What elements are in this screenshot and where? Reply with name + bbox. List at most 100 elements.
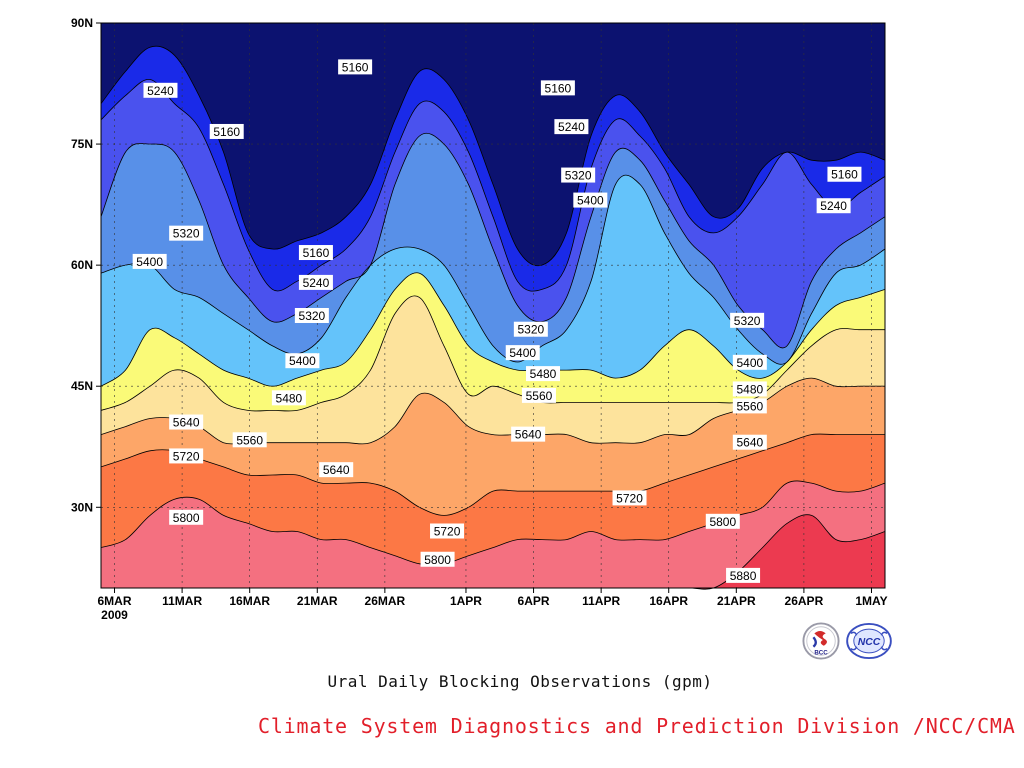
contour-label-5640: 5640 [511, 426, 546, 442]
contour-label-5160: 5160 [540, 80, 575, 96]
contour-label-text: 5560 [736, 399, 763, 413]
contour-label-text: 5800 [173, 511, 200, 525]
contour-label-text: 5320 [565, 169, 592, 183]
y-tick-label: 90N [71, 16, 93, 30]
contour-label-box [143, 82, 178, 98]
contour-label-text: 5720 [434, 525, 461, 539]
contour-label-5720: 5720 [169, 448, 204, 464]
plot-frame [100, 22, 886, 589]
contour-label-box [540, 80, 575, 96]
y-tick-label: 30N [71, 500, 93, 514]
contour-line-5400 [100, 174, 886, 365]
contour-label-box [732, 381, 767, 397]
contour-label-box [294, 307, 329, 323]
contour-label-5640: 5640 [169, 414, 204, 430]
contour-label-text: 5640 [323, 463, 350, 477]
contour-label-box [271, 390, 306, 406]
contour-label-box [573, 192, 608, 208]
contour-label-box [338, 59, 373, 75]
contour-label-text: 5400 [736, 356, 763, 370]
contour-label-box [561, 167, 596, 183]
contour-label-text: 5480 [276, 391, 303, 405]
contour-label-box [521, 387, 556, 403]
contour-fills [101, 23, 885, 590]
contour-label-box [732, 354, 767, 370]
contour-line-5800 [100, 480, 886, 566]
contour-label-text: 5560 [526, 389, 553, 403]
contour-label-box [816, 198, 851, 214]
contour-label-5560: 5560 [521, 387, 556, 403]
x-tick-label: 26MAR [365, 594, 406, 608]
contour-label-text: 5800 [709, 515, 736, 529]
contour-label-5320: 5320 [294, 307, 329, 323]
contour-label-5480: 5480 [271, 390, 306, 406]
contour-label-box [730, 312, 765, 328]
x-tick-label: 16MAR [229, 594, 270, 608]
contour-label-box [169, 509, 204, 525]
contour-label-5400: 5400 [573, 192, 608, 208]
chart-caption: Ural Daily Blocking Observations (gpm) [327, 672, 713, 691]
band-above-5880 [101, 514, 885, 590]
contour-label-5480: 5480 [526, 366, 561, 382]
contour-label-5240: 5240 [554, 119, 589, 135]
contour-label-5160: 5160 [298, 245, 333, 261]
x-tick-label: 21APR [717, 594, 756, 608]
contour-label-5720: 5720 [612, 490, 647, 506]
contour-label-text: 5160 [342, 60, 369, 74]
contour-label-text: 5320 [299, 309, 326, 323]
ncc-logo: NCC [846, 622, 892, 660]
contour-label-text: 5400 [577, 194, 604, 208]
contour-label-5160: 5160 [338, 59, 373, 75]
contour-label-5560: 5560 [232, 432, 267, 448]
contour-label-text: 5320 [173, 227, 200, 241]
contour-label-5640: 5640 [732, 434, 767, 450]
contour-line-5480 [100, 272, 886, 387]
x-tick-label: 1APR [450, 594, 482, 608]
contour-label-box [612, 490, 647, 506]
x-tick-label: 16APR [649, 594, 688, 608]
contour-label-5800: 5800 [420, 551, 455, 567]
contour-label-box [827, 166, 862, 182]
contour-label-box [232, 432, 267, 448]
contour-label-box [298, 245, 333, 261]
x-tick-label: 1MAY [855, 594, 887, 608]
contour-label-5480: 5480 [732, 381, 767, 397]
contour-label-box [726, 567, 761, 583]
contour-label-text: 5560 [236, 433, 263, 447]
contour-label-box [732, 398, 767, 414]
contour-label-5640: 5640 [319, 462, 354, 478]
contour-label-box [319, 462, 354, 478]
x-tick-label: 6APR [518, 594, 550, 608]
contour-label-5800: 5800 [169, 509, 204, 525]
axes: 30N 45N 60N 75N 90N 6MAR 11MAR 16MAR 21MAR 26MAR 1… [71, 16, 888, 622]
contour-label-text: 5160 [831, 168, 858, 182]
contour-label-box [526, 366, 561, 382]
contour-label-text: 5640 [736, 436, 763, 450]
contour-label-box [132, 253, 167, 269]
x-tick-label: 6MAR [98, 594, 132, 608]
contour-label-text: 5240 [303, 276, 330, 290]
contour-label-text: 5240 [147, 84, 174, 98]
contour-label-5320: 5320 [561, 167, 596, 183]
contour-label-5240: 5240 [816, 198, 851, 214]
contour-label-box [513, 321, 548, 337]
contour-label-text: 5320 [734, 314, 761, 328]
contour-label-box [169, 448, 204, 464]
contour-label-5560: 5560 [732, 398, 767, 414]
contour-line-5240 [100, 79, 886, 292]
x-year-label: 2009 [101, 608, 128, 622]
contour-label-5240: 5240 [143, 82, 178, 98]
x-tick-label: 11MAR [162, 594, 202, 608]
bcc-logo: BCC [802, 622, 840, 660]
contour-label-text: 5400 [136, 255, 163, 269]
contour-labels: 5240 5160 5320 5400 5160 5160 5240 5320 5400 5480… [132, 59, 862, 583]
contour-label-5800: 5800 [705, 513, 740, 529]
contour-label-5400: 5400 [505, 345, 540, 361]
contour-label-text: 5480 [736, 382, 763, 396]
contour-label-text: 5400 [509, 346, 536, 360]
contour-label-text: 5160 [545, 81, 572, 95]
y-tick-label: 60N [71, 258, 93, 272]
contour-label-text: 5720 [173, 449, 200, 463]
contour-label-text: 5640 [173, 416, 200, 430]
